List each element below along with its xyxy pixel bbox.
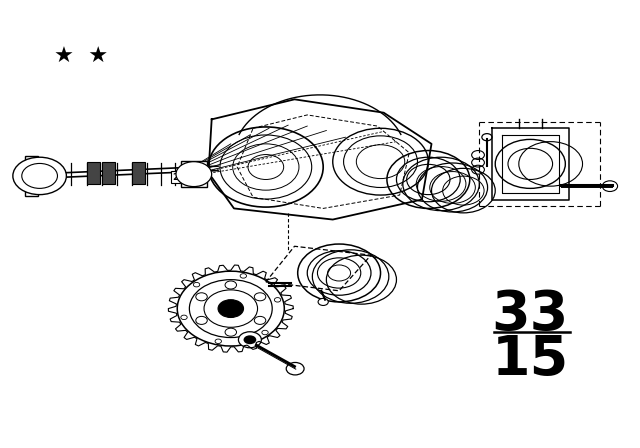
Circle shape [602,181,618,191]
Circle shape [286,362,304,375]
Circle shape [189,280,272,337]
Circle shape [254,293,266,301]
Bar [181,161,207,188]
Text: 2: 2 [172,173,179,182]
Bar [88,162,100,184]
Text: 15: 15 [492,333,569,387]
Circle shape [196,316,207,324]
Circle shape [239,332,261,348]
Circle shape [218,300,244,318]
Circle shape [254,316,266,324]
Circle shape [204,290,257,327]
Circle shape [318,298,328,306]
Circle shape [225,328,237,336]
Text: 33: 33 [492,288,569,342]
Bar [132,162,145,184]
Circle shape [13,157,67,194]
Circle shape [177,271,284,346]
Circle shape [22,164,58,188]
Text: ★  ★: ★ ★ [54,47,108,67]
Circle shape [244,335,256,344]
Bar [102,162,115,184]
Circle shape [196,293,207,301]
Bar [25,156,38,196]
Circle shape [176,162,212,187]
Circle shape [225,281,237,289]
